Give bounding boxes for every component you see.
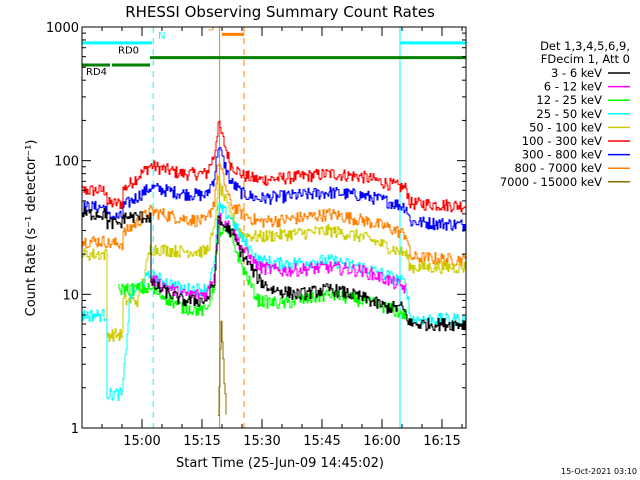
x-tick-label: 15:15 [183,434,220,449]
legend-entry-label: 12 - 25 keV [536,93,602,107]
state-label-rd4: RD4 [86,67,107,78]
series-line-6 [82,147,466,232]
annotations-layer: N S RD0 RD4 [82,22,466,428]
legend-entry-label: 100 - 300 keV [522,134,602,148]
legend-header: FDecim 1, Att 0 [541,52,630,66]
legend-entry-label: 800 - 7000 keV [514,161,602,175]
y-tick-label: 100 [54,155,79,170]
series-line-8 [218,320,227,416]
series-line-0 [82,207,466,332]
legend-entry-label: 300 - 800 keV [522,148,602,162]
x-tick-label: 16:00 [363,434,400,449]
series-line-5 [82,120,466,213]
y-tick-label: 1 [71,422,79,437]
legend-entry-label: 25 - 50 keV [536,107,602,121]
legend-entry-label: 50 - 100 keV [529,120,602,134]
x-tick-label: 15:45 [303,434,340,449]
x-tick-label: 15:30 [243,434,280,449]
plot-frame [81,26,467,429]
state-label-rd0: RD0 [118,46,139,57]
y-tick-label: 10 [62,288,79,303]
state-label-n: N [158,31,165,42]
y-axis: 1 10 100 1000 [46,21,466,437]
y-axis-label: Count Rate (s⁻¹ detector⁻¹) [24,140,39,317]
footer-timestamp: 15-Oct-2021 03:10 [561,467,637,476]
legend: Det 1,3,4,5,6,9,FDecim 1, Att 03 - 6 keV… [500,39,630,189]
legend-entry-label: 3 - 6 keV [551,66,602,80]
series-line-4 [82,175,466,342]
series-layer [82,120,466,416]
series-line-1 [150,213,407,302]
y-tick-label: 1000 [46,21,79,36]
legend-entry-label: 7000 - 15000 keV [500,175,602,189]
legend-entry-label: 6 - 12 keV [544,80,602,94]
x-tick-label: 15:00 [123,434,160,449]
x-axis: 15:00 15:15 15:30 15:45 16:00 16:15 [81,27,463,449]
x-axis-label: Start Time (25-Jun-09 14:45:02) [176,456,384,471]
state-label-s: S [208,22,214,33]
x-tick-label: 16:15 [423,434,460,449]
chart-title: RHESSI Observing Summary Count Rates [125,3,435,21]
series-line-7 [82,162,466,267]
legend-header: Det 1,3,4,5,6,9, [540,39,630,53]
